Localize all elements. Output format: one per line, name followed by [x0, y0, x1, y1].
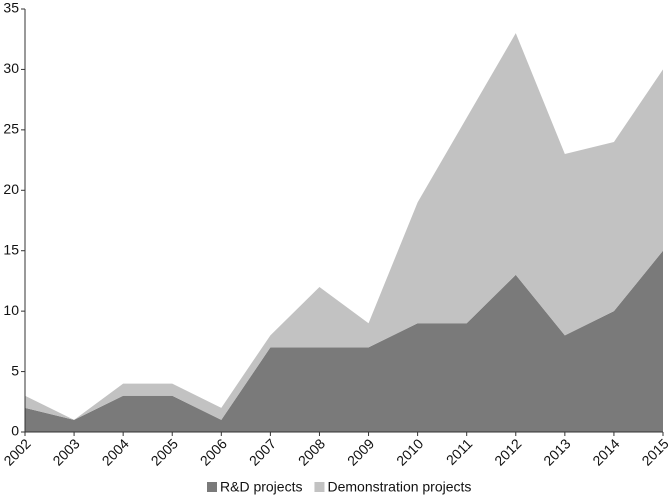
y-tick-label: 20: [3, 181, 19, 197]
x-tick-label: 2002: [0, 435, 33, 468]
x-tick-label: 2003: [49, 435, 82, 468]
x-tick-label: 2015: [638, 435, 671, 468]
x-tick-label: 2005: [148, 435, 181, 468]
x-tick-label: 2006: [197, 435, 230, 468]
y-tick-label: 0: [11, 423, 19, 439]
y-tick-label: 5: [11, 362, 19, 378]
area: [25, 33, 663, 420]
x-tick-label: 2010: [393, 435, 426, 468]
x-tick-label: 2009: [344, 435, 377, 468]
x-tick-label: 2004: [99, 435, 132, 468]
y-tick-label: 10: [3, 302, 19, 318]
legend-label: Demonstration projects: [327, 479, 471, 495]
legend-swatch: [207, 482, 217, 492]
y-tick-label: 30: [3, 60, 19, 76]
x-tick-label: 2007: [246, 435, 279, 468]
y-tick-label: 15: [3, 241, 19, 257]
x-tick-label: 2008: [295, 435, 328, 468]
x-tick-label: 2013: [540, 435, 573, 468]
legend-swatch: [314, 482, 325, 492]
y-tick-label: 35: [3, 0, 19, 16]
legend-label: R&D projects: [220, 479, 302, 495]
x-tick-label: 2014: [589, 435, 622, 468]
x-tick-label: 2011: [443, 435, 476, 468]
y-tick-label: 25: [3, 121, 19, 137]
area: [25, 250, 663, 432]
x-tick-label: 2012: [491, 435, 524, 468]
